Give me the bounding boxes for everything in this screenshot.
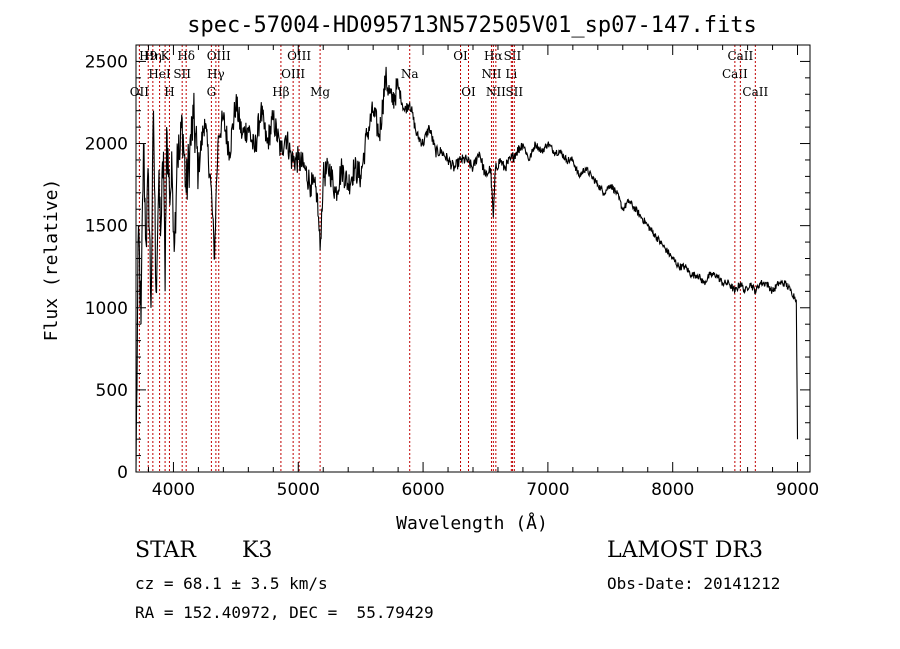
line-marker-label: Na	[401, 67, 419, 81]
redshift-value: cz = 68.1 ± 3.5 km/s	[135, 574, 328, 593]
line-marker-label: Hδ	[177, 49, 195, 63]
line-marker-label: Hγ	[207, 67, 225, 81]
y-axis-label: Flux (relative)	[41, 179, 62, 342]
line-marker-label: Hβ	[272, 85, 289, 99]
line-marker-label: CaII	[722, 67, 748, 81]
line-marker-label: H	[164, 85, 174, 99]
x-tick-label: 8000	[651, 480, 694, 500]
line-marker-label: OIII	[281, 67, 305, 81]
y-tick-label: 2500	[85, 52, 128, 72]
y-axis-ticks: 0 500 1000 1500 2000 2500	[85, 44, 810, 483]
line-marker-label: Li	[505, 67, 517, 81]
line-marker-label: OIII	[207, 49, 231, 63]
line-marker-label: CaII	[727, 49, 753, 63]
line-marker-label: Hα	[484, 49, 503, 63]
x-tick-label: 9000	[776, 480, 819, 500]
line-marker-label: HeI	[148, 67, 171, 81]
line-marker-label: SII	[173, 67, 191, 81]
line-marker-label: OI	[453, 49, 468, 63]
spectrum-line	[135, 66, 799, 473]
line-marker-label: Mg	[310, 85, 330, 99]
line-marker-label: NII	[481, 67, 501, 81]
chart-title: spec-57004-HD095713N572505V01_sp07-147.f…	[187, 13, 757, 38]
x-axis-label: Wavelength (Å)	[396, 512, 548, 534]
object-subclass: K3	[242, 538, 273, 563]
line-marker-label: SII	[504, 49, 522, 63]
line-marker-label: K	[161, 49, 171, 63]
line-marker-label: H9	[139, 49, 157, 63]
y-tick-label: 1500	[85, 217, 128, 237]
line-marker-label: G	[207, 85, 217, 99]
x-tick-label: 6000	[401, 480, 444, 500]
line-marker-label: OIII	[287, 49, 311, 63]
sky-coordinates: RA = 152.40972, DEC = 55.79429	[135, 603, 434, 622]
x-tick-label: 5000	[277, 480, 320, 500]
y-tick-label: 1000	[85, 299, 128, 319]
line-marker-label: OII	[130, 85, 150, 99]
x-axis-ticks: 4000 5000 6000 7000 8000 9000	[147, 45, 819, 500]
x-tick-label: 7000	[526, 480, 569, 500]
survey-release: LAMOST DR3	[607, 538, 763, 563]
object-class: STAR	[135, 538, 196, 563]
line-marker-label: SII	[505, 85, 523, 99]
y-tick-label: 0	[117, 463, 128, 483]
line-marker-label: OI	[461, 85, 476, 99]
observation-date: Obs-Date: 20141212	[607, 574, 781, 593]
line-marker-label: NII	[486, 85, 506, 99]
y-tick-label: 2000	[85, 135, 128, 155]
x-tick-label: 4000	[152, 480, 195, 500]
line-marker-label: CaII	[742, 85, 768, 99]
y-tick-label: 500	[96, 381, 128, 401]
line-marker-label: Hη	[144, 49, 162, 63]
